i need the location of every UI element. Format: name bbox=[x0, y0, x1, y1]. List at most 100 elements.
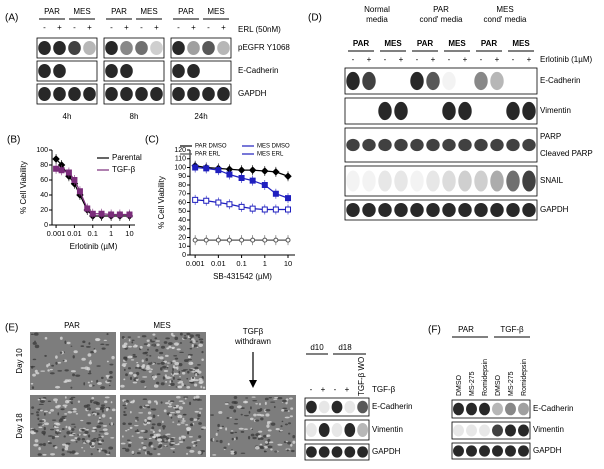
label: Vimentin bbox=[540, 106, 571, 115]
cell bbox=[245, 397, 249, 399]
cell bbox=[161, 438, 164, 440]
label: TGF-β bbox=[500, 325, 524, 334]
cell bbox=[70, 439, 76, 442]
cell bbox=[240, 413, 243, 416]
marker bbox=[249, 177, 256, 184]
label: + bbox=[345, 385, 350, 394]
band bbox=[357, 400, 368, 414]
cell bbox=[189, 334, 194, 338]
cell bbox=[72, 407, 77, 411]
legend-entry: MES ERL bbox=[257, 152, 284, 158]
cell bbox=[70, 370, 76, 373]
label: E-Cadherin bbox=[372, 402, 412, 411]
cell bbox=[111, 408, 116, 412]
label: Erlotinib (1µM) bbox=[540, 55, 593, 64]
cell bbox=[122, 422, 126, 425]
band bbox=[346, 203, 360, 217]
cell bbox=[81, 357, 86, 361]
cell bbox=[136, 361, 139, 364]
cell bbox=[170, 437, 174, 441]
cell bbox=[148, 452, 153, 456]
cell bbox=[191, 371, 196, 373]
band bbox=[492, 402, 503, 416]
cell bbox=[89, 360, 92, 362]
cell bbox=[130, 359, 135, 361]
cell bbox=[266, 424, 270, 428]
band bbox=[53, 87, 66, 101]
cell bbox=[120, 442, 126, 445]
cell bbox=[132, 355, 138, 358]
label: pEGFR Y1068 bbox=[238, 43, 290, 52]
cell bbox=[182, 413, 187, 416]
label: + bbox=[124, 23, 129, 32]
marker bbox=[285, 195, 292, 202]
cell bbox=[164, 354, 169, 357]
cell bbox=[84, 366, 89, 370]
cell bbox=[89, 441, 93, 446]
cell bbox=[166, 347, 170, 350]
cell bbox=[157, 438, 163, 442]
y-tick-label: 100 bbox=[36, 147, 48, 154]
band bbox=[506, 101, 520, 121]
cell bbox=[196, 439, 201, 442]
label: E-Cadherin bbox=[238, 66, 278, 75]
cell bbox=[259, 437, 264, 440]
cell bbox=[264, 397, 269, 401]
cell bbox=[184, 397, 187, 400]
cell bbox=[200, 428, 204, 430]
cell bbox=[123, 413, 127, 417]
label: PAR bbox=[111, 7, 127, 16]
x-tick-label: 0.1 bbox=[236, 259, 246, 268]
cell bbox=[212, 454, 217, 456]
band bbox=[458, 170, 472, 192]
cell bbox=[138, 412, 144, 414]
cell bbox=[244, 414, 249, 417]
cell bbox=[123, 411, 126, 413]
cell bbox=[165, 437, 170, 440]
cell bbox=[50, 453, 56, 456]
marker bbox=[261, 167, 269, 175]
cell bbox=[54, 422, 59, 425]
cell bbox=[122, 435, 124, 438]
marker bbox=[261, 206, 268, 213]
cell bbox=[157, 356, 160, 359]
cell bbox=[47, 369, 50, 372]
cell bbox=[35, 372, 40, 375]
cell bbox=[43, 426, 46, 431]
band bbox=[426, 138, 440, 152]
cell bbox=[120, 384, 125, 388]
cell bbox=[160, 401, 163, 404]
marker bbox=[238, 203, 245, 210]
cell bbox=[63, 435, 66, 438]
cell bbox=[178, 436, 182, 441]
band bbox=[458, 203, 472, 217]
band bbox=[442, 71, 456, 91]
cell bbox=[39, 409, 43, 412]
lane-label: DMSO bbox=[495, 374, 502, 396]
cell bbox=[89, 370, 91, 374]
cell bbox=[147, 411, 152, 415]
y-tick-label: 30 bbox=[178, 226, 186, 233]
cell bbox=[126, 439, 131, 441]
cell bbox=[152, 414, 156, 419]
marker bbox=[58, 167, 65, 174]
cell bbox=[61, 453, 65, 456]
cell bbox=[189, 423, 194, 426]
cell bbox=[155, 401, 158, 405]
cell bbox=[175, 443, 180, 446]
cell bbox=[129, 410, 132, 414]
cell bbox=[40, 398, 46, 401]
band bbox=[490, 170, 504, 192]
cell bbox=[110, 401, 113, 404]
label: PAR bbox=[458, 325, 474, 334]
cell bbox=[178, 420, 180, 423]
band bbox=[38, 64, 51, 78]
cell bbox=[173, 355, 178, 357]
cell bbox=[145, 358, 149, 362]
cell bbox=[129, 376, 133, 381]
cell bbox=[188, 379, 194, 382]
cell bbox=[174, 372, 179, 375]
marker bbox=[52, 155, 60, 163]
cell bbox=[80, 345, 85, 348]
cell bbox=[178, 370, 181, 374]
